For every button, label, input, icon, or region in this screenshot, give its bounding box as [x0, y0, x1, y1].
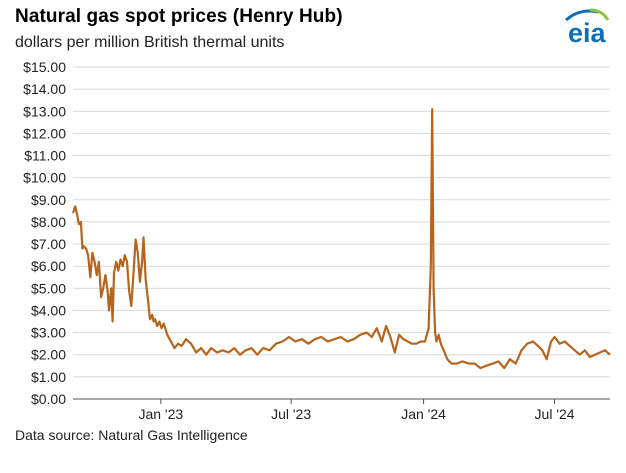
- y-tick-label: $1.00: [31, 369, 66, 385]
- y-tick-label: $15.00: [23, 59, 66, 75]
- y-tick-label: $6.00: [31, 258, 66, 274]
- x-axis: Jan '23 Jul '23 Jan '24 Jul '24: [73, 398, 610, 422]
- y-tick-label: $5.00: [31, 280, 66, 296]
- eia-logo-text: eia: [568, 18, 607, 48]
- x-tick-label: Jan '24: [401, 406, 446, 422]
- y-tick-label: $7.00: [31, 236, 66, 252]
- x-tick-label: Jan '23: [138, 406, 183, 422]
- chart-gridlines: [73, 66, 610, 378]
- y-tick-label: $13.00: [23, 103, 66, 119]
- series-line: [71, 108, 611, 370]
- chart-subtitle: dollars per million British thermal unit…: [15, 34, 285, 51]
- data-source-note: Data source: Natural Gas Intelligence: [15, 427, 248, 443]
- y-tick-label: $10.00: [23, 170, 66, 186]
- y-tick-label: $11.00: [24, 148, 66, 164]
- y-tick-label: $4.00: [31, 302, 66, 318]
- eia-logo: eia: [565, 8, 610, 48]
- y-tick-label: $0.00: [31, 391, 66, 407]
- y-tick-label: $14.00: [23, 81, 66, 97]
- y-tick-label: $12.00: [23, 125, 66, 141]
- x-tick-label: Jul '24: [535, 406, 575, 422]
- eia-logo-arc-green: [589, 8, 610, 21]
- y-tick-label: $3.00: [31, 325, 66, 341]
- x-tick-label: Jul '23: [271, 406, 311, 422]
- chart-title: Natural gas spot prices (Henry Hub): [15, 6, 343, 27]
- y-tick-label: $2.00: [31, 347, 66, 363]
- y-tick-label: $8.00: [31, 214, 66, 230]
- y-tick-label: $9.00: [31, 192, 66, 208]
- y-axis: $0.00 $1.00 $2.00 $3.00 $4.00 $5.00 $6.00 $7.00…: [23, 59, 66, 407]
